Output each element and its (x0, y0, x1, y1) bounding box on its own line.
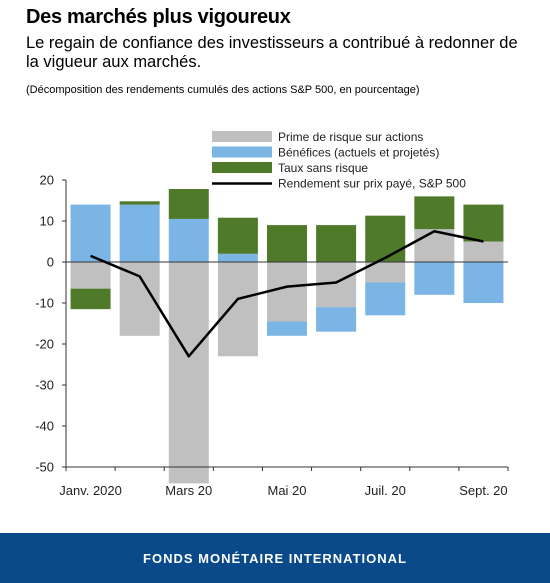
bar-series2-8 (463, 204, 504, 242)
x-tick-label: Mai 20 (267, 483, 306, 498)
legend-swatch-2 (212, 162, 272, 173)
bar-series1-8 (463, 262, 504, 303)
bar-series1-3 (217, 253, 258, 262)
y-tick-label: -30 (35, 378, 54, 393)
y-tick-label: 0 (47, 255, 54, 270)
bar-series1-5 (316, 307, 357, 332)
legend-label-1: Bénéfices (actuels et projetés) (278, 146, 439, 160)
legend-swatch-1 (212, 146, 272, 158)
x-tick-label: Mars 20 (165, 483, 212, 498)
bar-series0-0 (70, 262, 111, 289)
line-layer (90, 230, 484, 358)
bar-series2-1 (119, 201, 160, 205)
legend: Prime de risque sur actions Bénéfices (ac… (212, 130, 466, 191)
bar-series2-3 (217, 217, 258, 254)
chart-subtitle: Le regain de confiance des investisseurs… (26, 34, 518, 71)
bar-series2-2 (168, 189, 209, 219)
bar-series2-7 (414, 196, 455, 230)
bar-series1-0 (70, 204, 111, 262)
legend-swatch-0 (212, 131, 272, 142)
x-tick-label: Juil. 20 (365, 483, 406, 498)
footer-text: FONDS MONÉTAIRE INTERNATIONAL (143, 550, 407, 566)
bar-series1-2 (168, 218, 209, 262)
y-tick-label: -20 (35, 337, 54, 352)
bar-series1-4 (267, 321, 307, 336)
bar-series0-3 (217, 262, 258, 357)
y-tick-label: -10 (35, 296, 54, 311)
bar-series1-6 (365, 282, 406, 316)
return-line-0 (90, 230, 484, 358)
y-tick-label: 20 (40, 173, 54, 188)
bar-series1-1 (119, 204, 160, 262)
bar-series1-7 (414, 262, 455, 295)
bar-series0-2 (168, 262, 209, 484)
x-tick-label: Janv. 2020 (59, 483, 122, 498)
bar-series2-6 (365, 215, 406, 262)
axis-layer: 20 10 0 -10 -20 -30 -40 -50 Janv. 2020 Mars 20 Mai… (35, 173, 509, 498)
y-tick-label: 10 (40, 214, 54, 229)
legend-label-3: Rendement sur prix payé, S&P 500 (278, 177, 466, 191)
footer-banner: FONDS MONÉTAIRE INTERNATIONAL (0, 533, 550, 583)
chart-note: (Décomposition des rendements cumulés de… (26, 84, 420, 96)
bar-series0-8 (463, 241, 504, 262)
chart-title: Des marchés plus vigoureux (26, 6, 291, 28)
y-tick-label: -40 (35, 419, 54, 434)
bars-layer (70, 189, 504, 484)
bar-series0-6 (365, 262, 406, 283)
legend-label-2: Taux sans risque (278, 161, 368, 175)
x-tick-label: Sept. 20 (459, 483, 507, 498)
legend-label-0: Prime de risque sur actions (278, 130, 423, 144)
bar-series2-4 (267, 225, 307, 262)
chart-area: 20 10 0 -10 -20 -30 -40 -50 Janv. 2020 Mars 20 Mai… (35, 130, 509, 498)
bar-series2-5 (316, 225, 357, 262)
bar-series0-4 (267, 262, 307, 322)
y-tick-label: -50 (35, 460, 54, 475)
bar-series2-0 (70, 288, 111, 310)
